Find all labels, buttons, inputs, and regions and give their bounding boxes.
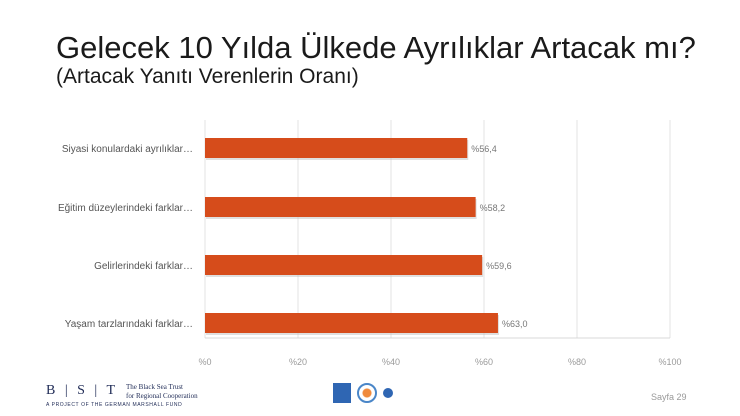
partner-logo-square-icon [333,383,351,403]
category-label: Gelirlerindeki farklar… [94,261,193,272]
org-name-line2: for Regional Cooperation [126,392,198,400]
x-tick-label: %0 [198,357,211,367]
x-tick-label: %100 [658,357,681,367]
bar [205,138,468,158]
x-tick-label: %40 [382,357,400,367]
bar [205,255,483,275]
page-number: Sayfa 29 [651,392,687,402]
bst-logo: B | S | T [46,383,119,398]
slide-subtitle: (Artacak Yanıtı Verenlerin Oranı) [56,65,359,88]
category-label: Yaşam tarzlarındaki farklar… [65,319,193,330]
bar [205,197,476,217]
bst-branding: B | S | T The Black Sea Trust for Region… [46,383,198,401]
partner-logo-round-icon [357,383,377,403]
partner-logo-small-icon [383,388,393,398]
category-label: Eğitim düzeylerindeki farklar… [58,203,193,214]
data-label: %56,4 [471,144,497,154]
bar [205,313,498,333]
data-label: %63,0 [502,319,528,329]
x-tick-label: %20 [289,357,307,367]
category-label: Siyasi konulardaki ayrılıklar… [62,144,193,155]
partner-logos [333,383,393,403]
data-label: %58,2 [480,203,506,213]
x-tick-label: %80 [568,357,586,367]
x-tick-label: %60 [475,357,493,367]
bst-org-name: The Black Sea Trust for Regional Coopera… [126,383,198,401]
org-name-line1: The Black Sea Trust [126,383,184,391]
data-label: %59,6 [486,261,512,271]
project-line: A PROJECT OF THE GERMAN MARSHALL FUND [46,402,183,408]
slide-title: Gelecek 10 Yılda Ülkede Ayrılıklar Artac… [56,30,696,65]
